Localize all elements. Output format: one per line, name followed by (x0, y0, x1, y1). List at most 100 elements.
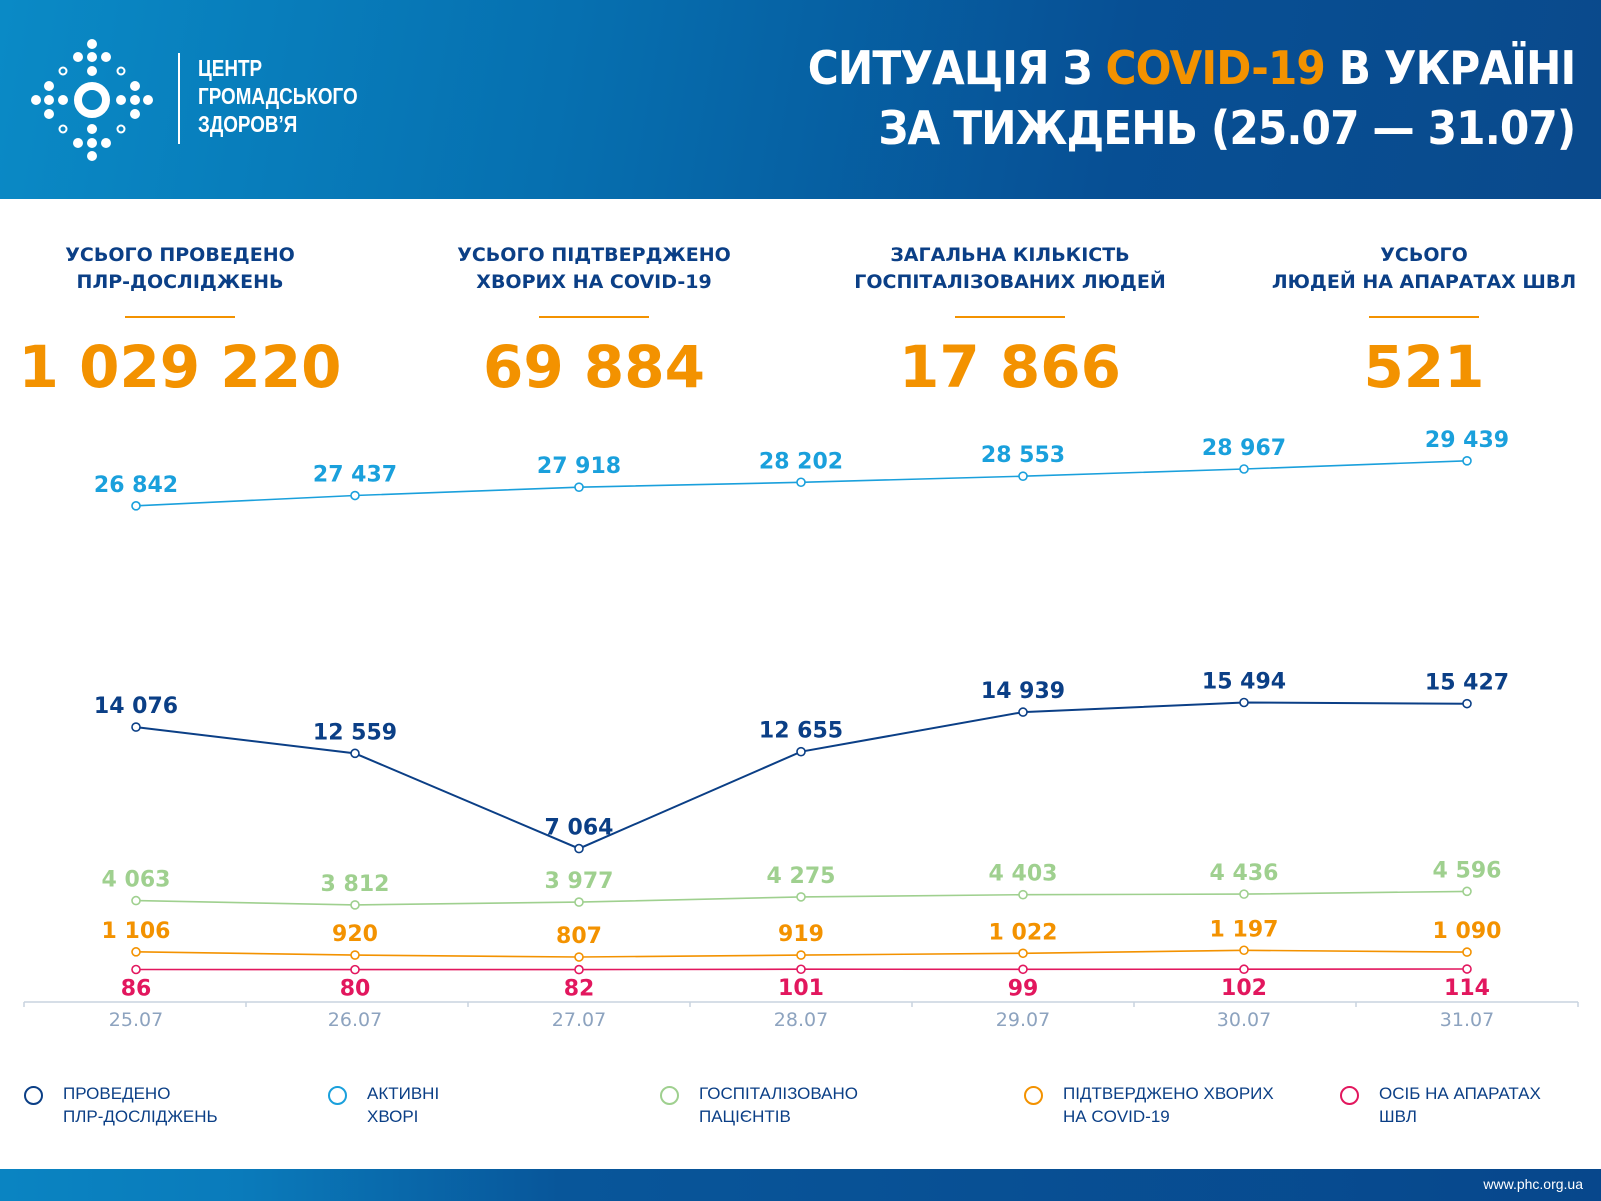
data-point (574, 843, 584, 854)
stat-label: ЗАГАЛЬНА КІЛЬКІСТЬ ГОСПІТАЛІЗОВАНИХ ЛЮДЕЙ (854, 244, 1166, 293)
data-point (350, 964, 360, 975)
legend-item-ventilators: ОСІБ НА АПАРАТАХ ШВЛ (1340, 1082, 1541, 1128)
page-title: СИТУАЦІЯ З COVID-19 В УКРАЇНІ ЗА ТИЖДЕНЬ… (807, 38, 1576, 158)
legend-item-hospitalized: ГОСПІТАЛІЗОВАНО ПАЦІЄНТІВ (660, 1082, 858, 1128)
data-label: 4 403 (989, 862, 1058, 887)
data-point (796, 477, 806, 488)
stat-divider (539, 316, 649, 318)
data-point (1018, 889, 1028, 900)
legend-label: ОСІБ НА АПАРАТАХ (1379, 1084, 1541, 1103)
data-label: 1 022 (989, 920, 1058, 945)
data-point (131, 722, 141, 732)
data-label: 1 090 (1433, 919, 1502, 944)
data-point (1239, 464, 1249, 474)
data-label: 14 076 (94, 694, 178, 719)
logo-line: ЦЕНТР (198, 55, 263, 81)
legend-marker-icon (24, 1086, 43, 1105)
legend-item-active: АКТИВНІ ХВОРІ (328, 1082, 439, 1128)
data-point (1462, 964, 1472, 974)
footer-bar: www.phc.org.ua (0, 1169, 1601, 1201)
data-label: 15 494 (1202, 669, 1286, 694)
data-point (1018, 948, 1028, 959)
stat-total-tests: УСЬОГО ПРОВЕДЕНО ПЛР-ДОСЛІДЖЕНЬ 1 029 220 (0, 242, 370, 400)
data-label: 27 918 (537, 454, 621, 479)
data-label: 101 (778, 976, 824, 1001)
data-label: 29 439 (1425, 428, 1509, 453)
stat-total-confirmed: УСЬОГО ПІДТВЕРДЖЕНО ХВОРИХ НА COVID-19 69… (404, 242, 784, 400)
data-point (350, 900, 360, 910)
data-label: 15 427 (1425, 671, 1509, 696)
data-label: 28 967 (1202, 436, 1286, 461)
data-point (796, 964, 806, 975)
legend-label: ШВЛ (1379, 1107, 1417, 1126)
data-label: 102 (1221, 976, 1267, 1001)
stat-value: 17 866 (899, 333, 1121, 401)
title-accent: COVID-19 (1105, 41, 1325, 95)
data-label: 3 977 (545, 869, 614, 894)
data-point (1462, 456, 1472, 466)
data-label: 80 (340, 977, 371, 1002)
data-point (1018, 471, 1028, 481)
legend-label: ПРОВЕДЕНО (63, 1084, 171, 1103)
data-point (1239, 964, 1249, 975)
x-tick-label: 31.07 (1440, 1009, 1494, 1031)
data-label: 4 275 (767, 864, 836, 889)
data-point (574, 897, 584, 907)
legend-marker-icon (1024, 1086, 1043, 1105)
x-tick-label: 27.07 (552, 1009, 606, 1031)
stat-divider (125, 316, 235, 318)
data-point (350, 950, 360, 960)
website-link[interactable]: www.phc.org.ua (1483, 1176, 1583, 1192)
legend-label: ПЛР-ДОСЛІДЖЕНЬ (63, 1107, 218, 1126)
stat-label: УСЬОГО ПІДТВЕРДЖЕНО ХВОРИХ НА COVID-19 (457, 244, 731, 293)
data-label: 807 (556, 924, 602, 949)
data-label: 28 553 (981, 443, 1065, 468)
legend-label: ГОСПІТАЛІЗОВАНО (699, 1084, 859, 1103)
stat-label: УСЬОГО ПРОВЕДЕНО ПЛР-ДОСЛІДЖЕНЬ (65, 244, 295, 293)
data-point (1462, 698, 1472, 709)
legend-marker-icon (328, 1086, 347, 1105)
data-point (350, 748, 360, 759)
data-label: 1 106 (102, 919, 171, 944)
data-point (131, 947, 141, 957)
data-point (1239, 889, 1249, 899)
legend-label: АКТИВНІ (367, 1084, 440, 1103)
legend-marker-icon (660, 1086, 679, 1105)
data-label: 99 (1008, 976, 1039, 1001)
title-date-range: ЗА ТИЖДЕНЬ (25.07 — 31.07) (878, 101, 1576, 155)
legend-item-confirmed: ПІДТВЕРДЖЕНО ХВОРИХ НА COVID-19 (1024, 1082, 1274, 1128)
data-point (574, 952, 584, 962)
stat-value: 69 884 (483, 333, 705, 401)
data-label: 1 197 (1210, 917, 1279, 942)
legend-label: НА COVID-19 (1063, 1107, 1170, 1126)
stat-value: 521 (1363, 333, 1485, 401)
data-point (796, 892, 806, 902)
data-label: 7 064 (545, 816, 614, 841)
legend-label: ХВОРІ (367, 1107, 419, 1126)
legend-label: ПІДТВЕРДЖЕНО ХВОРИХ (1063, 1084, 1274, 1103)
data-label: 27 437 (313, 463, 397, 488)
data-label: 114 (1444, 976, 1490, 1001)
stat-divider (1369, 316, 1479, 318)
legend-item-tests: ПРОВЕДЕНО ПЛР-ДОСЛІДЖЕНЬ (24, 1082, 218, 1128)
data-point (350, 490, 360, 501)
data-point (796, 950, 806, 960)
legend-marker-icon (1340, 1086, 1359, 1105)
logo-icon (31, 39, 153, 161)
x-tick-label: 29.07 (996, 1009, 1050, 1031)
data-label: 4 063 (102, 868, 171, 893)
data-point (1018, 964, 1028, 975)
data-label: 14 939 (981, 679, 1065, 704)
data-label: 12 655 (759, 719, 843, 744)
x-tick-label: 28.07 (774, 1009, 828, 1031)
header-banner: ЦЕНТР ГРОМАДСЬКОГО ЗДОРОВ’Я СИТУАЦІЯ З C… (0, 0, 1601, 199)
data-label: 86 (121, 977, 152, 1002)
data-label: 4 436 (1210, 861, 1279, 886)
logo-line: ГРОМАДСЬКОГО (198, 83, 358, 109)
data-label: 82 (564, 977, 595, 1002)
stat-value: 1 029 220 (18, 333, 342, 401)
data-point (796, 746, 806, 757)
data-label: 919 (778, 922, 824, 947)
stat-divider (955, 316, 1065, 318)
